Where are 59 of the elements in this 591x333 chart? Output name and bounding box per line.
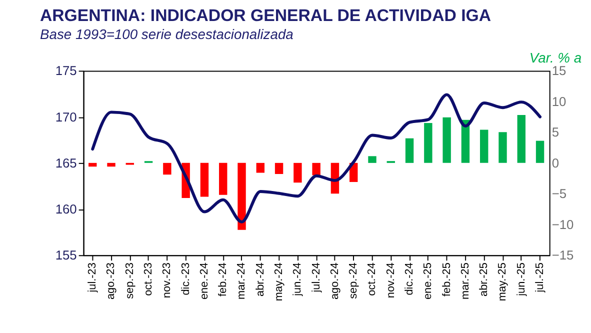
y-tick-label: 155 (55, 248, 77, 263)
bar (517, 114, 526, 163)
x-tick-label: oct.-24 (366, 262, 378, 296)
y2-tick-label: 10 (552, 94, 566, 109)
x-tick-label: ene.-25 (422, 262, 434, 300)
x-tick-label: ene.-24 (198, 262, 210, 300)
bar (88, 162, 97, 167)
bar (294, 162, 302, 183)
x-tick-label: jun.-25 (515, 262, 528, 297)
x-tick-label: mar.-24 (236, 262, 248, 300)
x-tick-label: jul.-24 (310, 262, 322, 294)
y-tick-label: 165 (55, 155, 77, 170)
y-tick-label: 160 (55, 201, 77, 216)
y-tick-label: 175 (55, 63, 77, 78)
bar (536, 140, 544, 163)
y2-tick-label: 5 (552, 124, 560, 140)
x-tick-label: abr.-24 (254, 262, 266, 296)
x-tick-label: jun.-24 (292, 262, 304, 297)
x-tick-label: ago.-23 (105, 262, 118, 300)
x-tick-label: sep.-24 (348, 262, 360, 299)
x-tick-label: feb.-24 (217, 262, 230, 296)
x-tick-label: may.-24 (273, 262, 286, 302)
y2-tick-label: −5 (552, 186, 567, 202)
chart-title: ARGENTINA: INDICADOR GENERAL DE ACTIVIDAD IGA (40, 6, 492, 26)
bar (368, 156, 376, 163)
x-tick-label: sep.-23 (124, 262, 136, 299)
x-tick-label: ago.-24 (328, 262, 341, 300)
x-tick-label: may.-25 (496, 262, 509, 302)
bar (498, 132, 507, 163)
bar (107, 162, 116, 167)
bar (256, 162, 264, 173)
bar (424, 122, 432, 163)
x-tick-label: nov.-23 (161, 262, 174, 298)
bar (405, 138, 414, 163)
x-tick-label: mar.-25 (459, 262, 472, 300)
x-tick-label: abr.-25 (478, 262, 490, 296)
bar (480, 130, 488, 163)
bar (274, 162, 284, 174)
y2-axis-title: Var. % a (529, 49, 582, 66)
chart-subtitle: Base 1993=100 serie desestacionalizada (40, 26, 294, 42)
y2-tick-label: 0 (552, 155, 560, 170)
x-tick-label: oct.-23 (142, 262, 155, 296)
bar (200, 162, 209, 197)
bar (312, 162, 320, 176)
y2-tick-label: −10 (552, 216, 574, 232)
x-tick-label: jul.-23 (86, 262, 99, 294)
bar (219, 162, 228, 195)
y2-tick-label: 15 (552, 63, 566, 78)
line-series (91, 93, 542, 224)
x-tick-label: feb.-25 (440, 262, 453, 296)
y2-tick-label: −15 (552, 248, 574, 263)
y-tick-label: 170 (55, 109, 77, 124)
bar (163, 162, 172, 175)
x-tick-label: jul.-25 (534, 262, 546, 294)
x-tick-label: dic.-23 (180, 262, 192, 296)
x-tick-label: dic.-24 (404, 262, 416, 296)
bar (442, 117, 451, 163)
bar (238, 162, 246, 230)
x-tick-label: nov.-24 (384, 262, 397, 298)
